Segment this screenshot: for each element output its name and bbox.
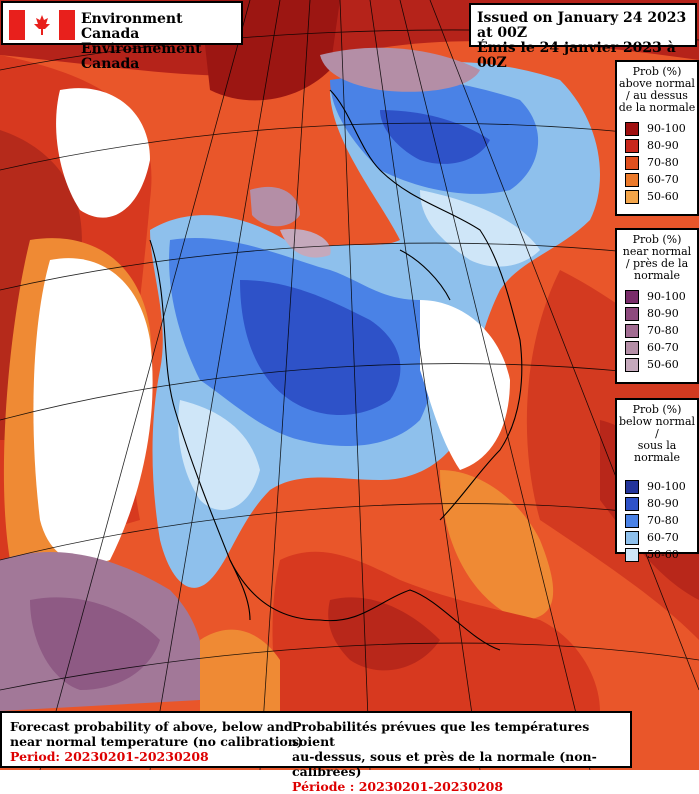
legend-swatch xyxy=(625,172,639,187)
legend-row-label: 80-90 xyxy=(647,139,679,152)
legend-title-line: below normal / xyxy=(618,415,696,440)
legend-row: 90-100 xyxy=(625,288,697,305)
legend-swatch xyxy=(625,323,639,338)
legend-title-line: near normal xyxy=(622,245,692,258)
legend-swatch xyxy=(625,121,639,136)
legend-row-label: 70-80 xyxy=(647,514,679,527)
legend-row: 60-70 xyxy=(625,339,697,356)
legend-swatch xyxy=(625,155,639,170)
legend-title-line: sous la normale xyxy=(634,439,680,464)
forecast-map xyxy=(0,0,699,770)
legend-below-normal: Prob (%) below normal / sous la normale … xyxy=(615,398,699,562)
legend-above-title: Prob (%) above normal / au dessus de la … xyxy=(617,66,697,114)
legend-title-line: Prob (%) xyxy=(632,233,682,246)
legend-swatch xyxy=(625,479,639,494)
legend-row: 90-100 xyxy=(625,120,697,137)
legend-title-line: Prob (%) xyxy=(632,403,682,416)
legend-swatch xyxy=(625,289,639,304)
legend-row: 80-90 xyxy=(625,137,697,154)
legend-title-line: de la normale xyxy=(618,101,696,114)
issued-lines: Issued on January 24 2023 at 00Z Émis le… xyxy=(477,11,695,71)
caption-english: Forecast probability of above, below and… xyxy=(10,719,303,764)
agency-brand-panel: Environment Canada Environnement Canada xyxy=(1,1,243,72)
legend-above-normal: Prob (%) above normal / au dessus de la … xyxy=(615,60,699,216)
legend-swatch xyxy=(625,138,639,153)
legend-swatch xyxy=(625,530,639,545)
legend-row-label: 70-80 xyxy=(647,324,679,337)
legend-title-line: / au dessus xyxy=(626,89,688,102)
caption-en-line: Forecast probability of above, below and xyxy=(10,719,293,734)
legend-swatch xyxy=(625,306,639,321)
period-en: Period: 20230201-20230208 xyxy=(10,749,209,764)
legend-title-line: Prob (%) xyxy=(632,65,682,78)
legend-row: 50-60 xyxy=(625,546,697,563)
agency-name-fr: Environnement Canada xyxy=(81,41,202,72)
issued-en: Issued on January 24 2023 at 00Z xyxy=(477,10,687,41)
caption-fr-line: au-dessus, sous et près de la normale (n… xyxy=(292,749,597,779)
caption-footer: Forecast probability of above, below and… xyxy=(0,711,632,794)
legend-above-rows: 90-100 80-90 70-80 60-70 50-60 xyxy=(617,120,697,205)
agency-names: Environment Canada Environnement Canada xyxy=(81,12,241,72)
legend-swatch xyxy=(625,547,639,562)
caption-french: Probabilités prévues que les température… xyxy=(292,719,630,794)
legend-below-title: Prob (%) below normal / sous la normale xyxy=(617,404,697,464)
legend-row-label: 60-70 xyxy=(647,173,679,186)
legend-row-label: 80-90 xyxy=(647,307,679,320)
legend-title-line: above normal xyxy=(619,77,695,90)
caption-fr-line: Probabilités prévues que les température… xyxy=(292,719,590,749)
legend-row: 90-100 xyxy=(625,478,697,495)
legend-swatch xyxy=(625,357,639,372)
legend-row-label: 60-70 xyxy=(647,531,679,544)
legend-swatch xyxy=(625,189,639,204)
legend-row-label: 50-60 xyxy=(647,548,679,561)
legend-row: 60-70 xyxy=(625,171,697,188)
legend-row: 70-80 xyxy=(625,322,697,339)
legend-row-label: 50-60 xyxy=(647,190,679,203)
legend-row: 50-60 xyxy=(625,188,697,205)
legend-row: 80-90 xyxy=(625,305,697,322)
canada-flag-icon xyxy=(9,10,75,40)
legend-swatch xyxy=(625,513,639,528)
legend-row-label: 90-100 xyxy=(647,122,686,135)
caption-en-line: near normal temperature (no calibration) xyxy=(10,734,303,749)
legend-row-label: 70-80 xyxy=(647,156,679,169)
legend-row: 50-60 xyxy=(625,356,697,373)
legend-near-rows: 90-100 80-90 70-80 60-70 50-60 xyxy=(617,288,697,373)
issued-fr: Émis le 24 janvier 2023 à 00Z xyxy=(477,40,676,71)
legend-row-label: 60-70 xyxy=(647,341,679,354)
legend-row-label: 90-100 xyxy=(647,290,686,303)
legend-title-line: normale xyxy=(634,269,680,282)
legend-row-label: 50-60 xyxy=(647,358,679,371)
legend-row-label: 90-100 xyxy=(647,480,686,493)
legend-near-title: Prob (%) near normal / près de la normal… xyxy=(617,234,697,282)
legend-row: 80-90 xyxy=(625,495,697,512)
legend-near-normal: Prob (%) near normal / près de la normal… xyxy=(615,228,699,384)
legend-below-rows: 90-100 80-90 70-80 60-70 50-60 xyxy=(617,478,697,563)
legend-swatch xyxy=(625,496,639,511)
legend-row: 70-80 xyxy=(625,154,697,171)
legend-row: 60-70 xyxy=(625,529,697,546)
legend-row: 70-80 xyxy=(625,512,697,529)
agency-name-en: Environment Canada xyxy=(81,11,183,42)
legend-swatch xyxy=(625,340,639,355)
legend-title-line: / près de la xyxy=(625,257,689,270)
legend-row-label: 80-90 xyxy=(647,497,679,510)
issued-date-panel: Issued on January 24 2023 at 00Z Émis le… xyxy=(469,3,697,71)
period-fr: Période : 20230201-20230208 xyxy=(292,779,504,794)
